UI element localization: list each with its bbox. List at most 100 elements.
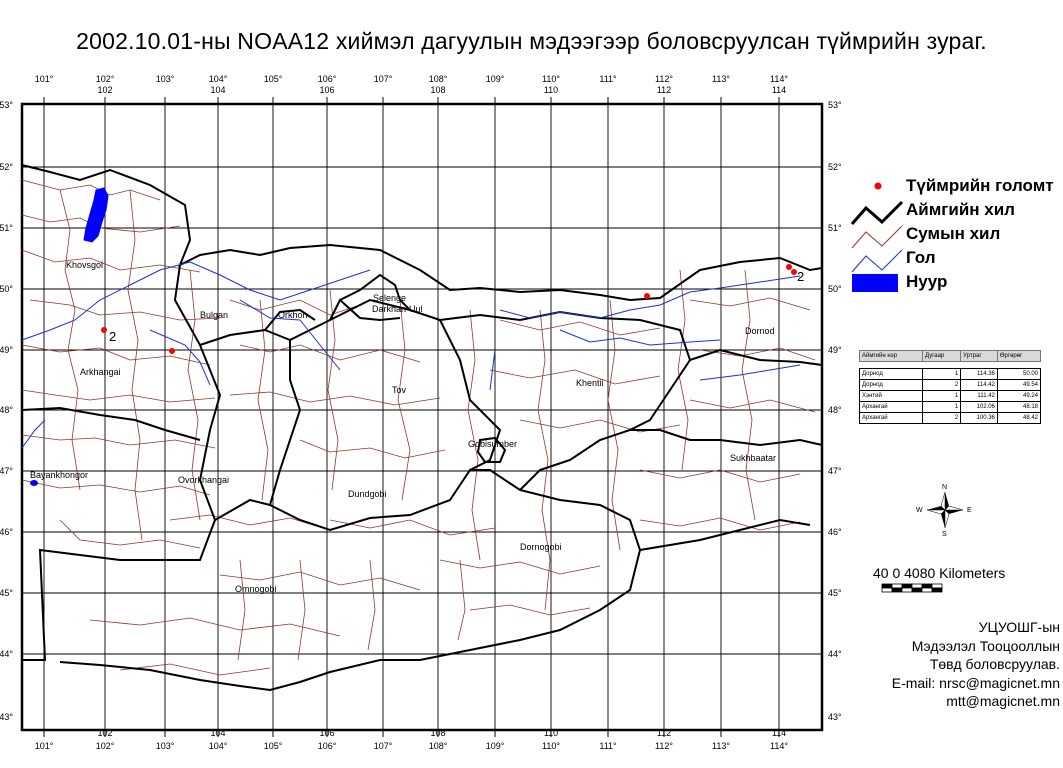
lon-bottom-103: 103° xyxy=(156,741,175,751)
table-cell: 50.00 xyxy=(996,368,1042,380)
table-cell: 48.42 xyxy=(996,412,1042,424)
lat-right-44: 44° xyxy=(828,649,842,659)
lon-bottom-111: 111° xyxy=(599,741,617,751)
lon-top-num-110: 110 xyxy=(544,85,558,95)
fire-points xyxy=(101,264,797,354)
lon-bottom-num-106: 106 xyxy=(319,728,334,738)
fire-label-arkhangai: 2 xyxy=(109,329,116,344)
lon-top-103: 103° xyxy=(156,74,175,84)
lon-top-113: 113° xyxy=(712,74,730,84)
rivers xyxy=(21,261,801,449)
lon-top-106: 106° xyxy=(318,74,337,84)
lat-right-48: 48° xyxy=(828,405,842,415)
lon-bottom-107: 107° xyxy=(374,741,393,751)
lon-bottom-104: 104° xyxy=(209,741,228,751)
legend-aimag-icon xyxy=(850,200,904,225)
lon-bottom-102: 102° xyxy=(96,741,115,751)
lat-left-47: 47° xyxy=(0,466,13,476)
lon-top-num-102: 102 xyxy=(97,85,112,95)
lon-top-108: 108° xyxy=(429,74,448,84)
lon-bottom-101: 101° xyxy=(35,741,54,751)
label-gobisumber: Gobisumber xyxy=(468,439,517,449)
legend-river-label: Гол xyxy=(906,248,936,267)
table-cell: 2 xyxy=(921,412,962,424)
lon-top-107: 107° xyxy=(374,74,393,84)
label-ovorkhangai: Ovorkhangai xyxy=(178,475,229,485)
table-cell: Архангай xyxy=(859,401,923,413)
table-header-lat: Өргөрөг xyxy=(996,350,1042,362)
credits-email-2: mtt@magicnet.mn xyxy=(946,693,1060,709)
lon-top-num-104: 104 xyxy=(210,85,225,95)
lon-bottom-108: 108° xyxy=(429,741,448,751)
lat-left-51: 51° xyxy=(0,223,13,233)
legend-fire-label: Түймрийн голомт xyxy=(906,176,1054,195)
fire-point-arkhangai-1 xyxy=(101,327,107,333)
compass-s: S xyxy=(942,531,947,538)
lon-bottom-113: 113° xyxy=(712,741,730,751)
compass-w: W xyxy=(916,507,923,514)
lat-left-50: 50° xyxy=(0,284,13,294)
scale-label: 40 0 4080 Kilometers xyxy=(873,565,1006,581)
label-selenge: Selenge xyxy=(373,293,406,303)
lat-left-45: 45° xyxy=(0,588,13,598)
lon-bottom-num-102: 102 xyxy=(97,728,112,738)
lat-right-50: 50° xyxy=(828,284,842,294)
lat-left-46: 46° xyxy=(0,527,13,537)
fire-label-dornod: 2 xyxy=(797,269,804,284)
lon-bottom-105: 105° xyxy=(264,741,283,751)
lat-left-49: 49° xyxy=(0,345,13,355)
fire-points-table: Аймгийн нэр Дугаар Уртраг Өргөрөг Дорнод… xyxy=(859,350,1042,424)
lon-top-111: 111° xyxy=(599,74,617,84)
fire-point-dornod-2 xyxy=(791,269,797,275)
table-cell: 100.36 xyxy=(960,412,998,424)
lat-right-49: 49° xyxy=(828,345,842,355)
table-cell: 1 xyxy=(921,401,962,413)
credits-email-1: E-mail: nrsc@magicnet.mn xyxy=(891,674,1060,691)
lon-top-101: 101° xyxy=(35,74,54,84)
table-cell: 49.24 xyxy=(996,390,1042,402)
label-darkhan-uul: Darkhan-Uul xyxy=(372,304,423,314)
legend-sum-label: Сумын хил xyxy=(906,224,1001,243)
table-cell: 1 xyxy=(921,390,962,402)
label-khovsgol: Khovsgol xyxy=(66,260,103,270)
label-omnogobi: Omnogobi xyxy=(235,584,277,594)
legend-lake-icon xyxy=(852,274,898,292)
lon-top-num-108: 108 xyxy=(430,85,445,95)
lon-bottom-num-110: 110 xyxy=(544,728,558,738)
lat-left-52: 52° xyxy=(0,162,13,172)
lon-bottom-num-114: 114 xyxy=(772,728,786,738)
fire-point-dornod-1 xyxy=(786,264,792,270)
table-row: Дорнод 2 114.42 49.54 xyxy=(859,379,1042,391)
table-cell: 114.36 xyxy=(960,368,998,380)
lat-right-53: 53° xyxy=(828,100,842,110)
table-cell: 48.18 xyxy=(996,401,1042,413)
table-cell: Дорнод xyxy=(859,368,923,380)
label-sukhbaatar: Sukhbaatar xyxy=(730,453,776,463)
lon-top-104: 104° xyxy=(209,74,228,84)
lat-left-44: 44° xyxy=(0,649,13,659)
lon-bottom-112: 112° xyxy=(655,741,673,751)
table-header-number: Дугаар xyxy=(921,350,962,362)
table-header-lon: Уртраг xyxy=(960,350,998,362)
legend: Түймрийн голомт Аймгийн хил Сумын хил Го… xyxy=(848,172,1063,297)
lat-left-43: 43° xyxy=(0,712,13,722)
legend-aimag-label: Аймгийн хил xyxy=(906,200,1015,219)
label-bulgan: Bulgan xyxy=(200,310,228,320)
lat-right-52: 52° xyxy=(828,162,842,172)
lon-top-num-112: 112 xyxy=(657,85,671,95)
compass-rose-icon: N S E W xyxy=(916,484,972,538)
credits-line-2: Мэдээлэл Тооцооллын xyxy=(911,637,1060,654)
table-cell: 102.06 xyxy=(960,401,998,413)
label-dornogobi: Dornogobi xyxy=(520,542,562,552)
graticule xyxy=(22,104,822,730)
lat-right-47: 47° xyxy=(828,466,842,476)
fire-point-khentii-1 xyxy=(644,293,650,299)
label-tov: Tov xyxy=(392,385,407,395)
legend-sum-icon xyxy=(851,225,903,249)
lon-top-102: 102° xyxy=(96,74,115,84)
table-cell: 1 xyxy=(921,368,962,380)
table-cell: 114.42 xyxy=(960,379,998,391)
lon-bottom-num-112: 112 xyxy=(657,728,671,738)
legend-lake-label: Нуур xyxy=(906,272,948,291)
